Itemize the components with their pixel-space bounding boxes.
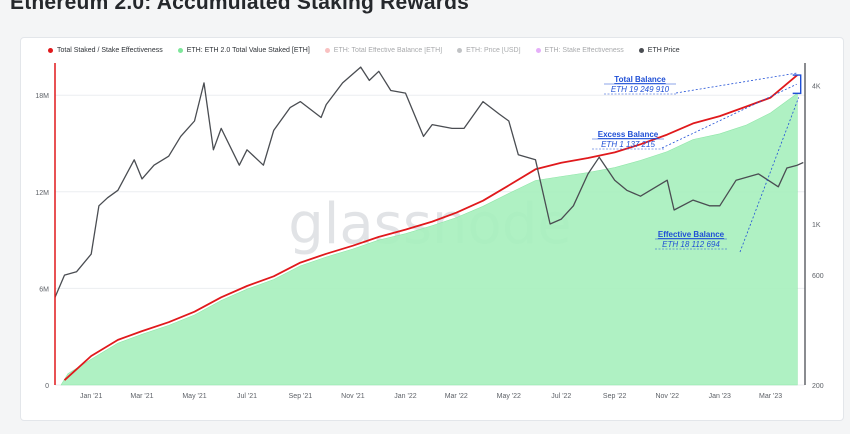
y-left-tick-label: 12M <box>35 190 49 197</box>
legend-item-price-usd[interactable]: ETH: Price [USD] <box>457 46 521 54</box>
legend-dot <box>457 47 463 53</box>
annotation-value: ETH 18 112 694 <box>662 240 720 249</box>
legend-label: Total Staked / Stake Effectiveness <box>57 46 163 54</box>
x-tick-label: Mar '22 <box>445 393 468 400</box>
annotation-value: ETH 19 249 910 <box>611 85 670 94</box>
x-tick-label: Nov '21 <box>341 393 365 400</box>
legend-dot <box>535 47 541 53</box>
x-tick-label: May '22 <box>497 393 521 400</box>
annotation-leader <box>661 83 797 149</box>
annotation-title: Effective Balance <box>658 230 725 239</box>
legend-label: ETH: Stake Effectiveness <box>544 46 624 54</box>
legend-dot <box>48 47 53 53</box>
y-right-tick-label: 1K <box>812 222 821 229</box>
x-tick-label: May '21 <box>182 393 206 400</box>
balance-bracket <box>792 74 802 95</box>
x-tick-label: Sep '21 <box>289 393 313 400</box>
x-tick-label: Jul '22 <box>551 393 571 400</box>
annotation-leader <box>739 97 800 253</box>
x-tick-label: Sep '22 <box>603 393 627 400</box>
annotation-value: ETH 1 137 215 <box>601 140 655 149</box>
legend-label: ETH: ETH 2.0 Total Value Staked [ETH] <box>186 46 310 54</box>
legend-dot <box>638 47 644 53</box>
y-left-tick-label: 6M <box>39 286 49 293</box>
legend-dot <box>177 47 183 53</box>
annotation-leader <box>675 72 797 94</box>
annotation-title: Total Balance <box>614 75 666 84</box>
y-left-tick-label: 0 <box>45 383 49 390</box>
y-right-tick-label: 200 <box>812 383 824 390</box>
legend-label: ETH: Price [USD] <box>466 46 521 54</box>
legend-label: ETH: Total Effective Balance [ETH] <box>333 46 443 54</box>
x-tick-label: Jul '21 <box>237 393 257 400</box>
y-right-tick-label: 600 <box>812 273 824 280</box>
legend-dot <box>324 47 330 53</box>
x-tick-label: Mar '23 <box>759 393 782 400</box>
y-right-tick-label: 4K <box>812 83 821 90</box>
legend-item-total-value-staked[interactable]: ETH: ETH 2.0 Total Value Staked [ETH] <box>177 46 310 54</box>
legend-item-effective-balance[interactable]: ETH: Total Effective Balance [ETH] <box>324 46 443 54</box>
chart-legend: Total Staked / Stake Effectiveness ETH: … <box>48 44 695 56</box>
legend-label: ETH Price <box>647 46 680 54</box>
x-tick-label: Mar '21 <box>130 393 153 400</box>
series-line-eth-price <box>54 66 804 298</box>
page-title: Ethereum 2.0: Accumulated Staking Reward… <box>10 0 470 14</box>
legend-item-total-staked[interactable]: Total Staked / Stake Effectiveness <box>48 47 163 54</box>
series-line-total-staked <box>63 74 798 381</box>
legend-item-eth-price[interactable]: ETH Price <box>638 46 680 54</box>
series-area-total-value-staked <box>60 92 798 386</box>
legend-item-stake-effectiveness[interactable]: ETH: Stake Effectiveness <box>535 46 624 54</box>
x-tick-label: Jan '23 <box>709 393 731 400</box>
annotation-title: Excess Balance <box>598 130 659 139</box>
x-tick-label: Jan '21 <box>80 393 102 400</box>
x-tick-label: Nov '22 <box>655 393 679 400</box>
y-left-tick-label: 18M <box>35 93 49 100</box>
x-tick-label: Jan '22 <box>394 393 416 400</box>
